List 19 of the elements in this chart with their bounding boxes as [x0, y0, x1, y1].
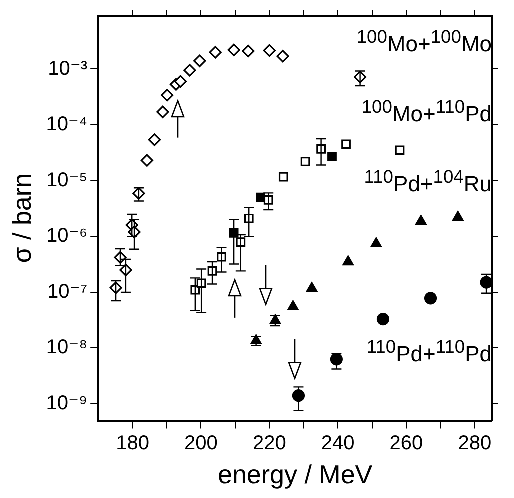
y-axis-title: σ / barn [6, 174, 37, 264]
legend-label: $^{110}$Pd+$^{110}$Pd [366, 335, 492, 368]
x-tick-label: 180 [116, 432, 150, 454]
y-tick-label: 10⁻⁶ [46, 225, 88, 248]
y-tick-label: 10⁻⁷ [48, 280, 88, 303]
x-tick-label: 280 [458, 432, 492, 454]
y-tick-label: 10⁻⁴ [46, 114, 88, 136]
y-tick-label: 10⁻⁹ [46, 392, 88, 415]
legend-label: $^{100}$Mo+$^{110}$Pd [362, 95, 492, 128]
y-tick-label: 10⁻⁵ [46, 169, 88, 192]
x-tick-label: 200 [184, 432, 218, 454]
series-label: $^{100}$Mo+$^{100}$Mo [356, 25, 492, 58]
y-tick-label: 10⁻³ [48, 58, 88, 80]
x-axis-title: energy / MeV [218, 460, 374, 490]
x-tick-label: 240 [321, 432, 355, 454]
x-tick-label: 220 [252, 432, 286, 454]
y-tick-label: 10⁻⁸ [46, 336, 88, 359]
legend-label: $^{110}$Pd+$^{104}$Ru [364, 165, 492, 198]
x-tick-label: 260 [390, 432, 424, 454]
